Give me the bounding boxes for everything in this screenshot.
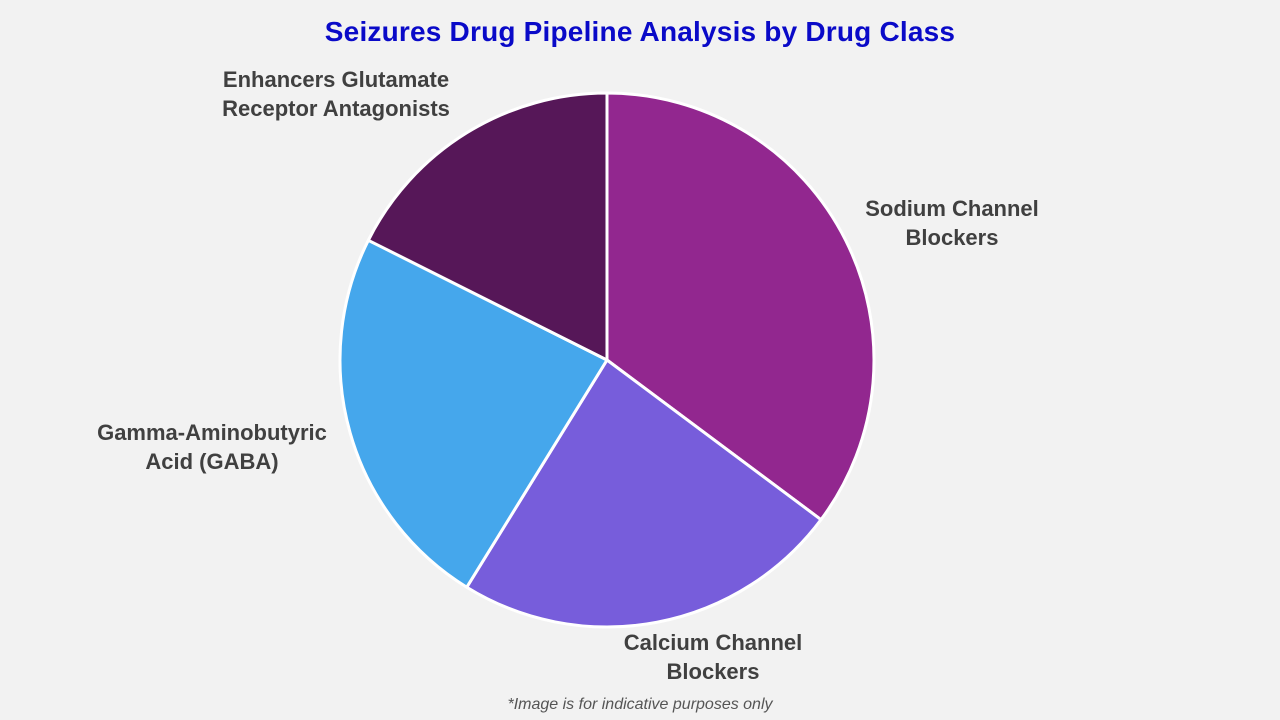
label-sodium-channel-blockers: Sodium Channel Blockers [865, 196, 1039, 250]
slice-calcium-channel-blockers [465, 358, 823, 629]
chart-title: Seizures Drug Pipeline Analysis by Drug … [324, 16, 956, 47]
label-calcium-channel-blockers: Calcium Channel Blockers [623, 630, 803, 684]
label-enhancers-glutamate: Enhancers Glutamate Receptor Antagonists [222, 67, 450, 121]
label-gaba: Gamma-Aminobutyric Acid (GABA) [97, 420, 327, 474]
footnote: *Image is for indicative purposes only [507, 696, 773, 713]
slice-sodium-channel-blockers [605, 91, 876, 522]
slice-enhancers-glutamate [366, 91, 609, 362]
